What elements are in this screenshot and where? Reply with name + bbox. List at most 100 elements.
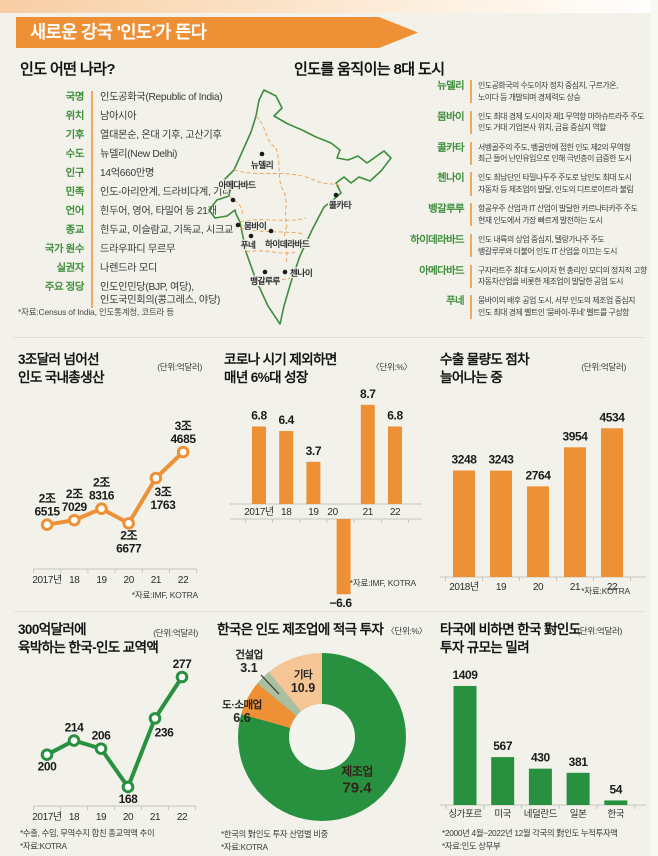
map-city-dot [262,269,268,275]
map-city-dot [259,151,265,157]
chart-source: *자료:KOTRA [221,842,268,852]
divider-rule-top [14,337,644,338]
donut-segment-label: 건설업 3.1 [235,649,263,675]
fact-row: 주요 정당 인도인민당(BJP, 여당), 인도국민회의(콩그레스, 야당) [18,278,292,310]
map-city-dot [282,269,288,275]
fact-value: 드라우파디 무르무 [100,244,176,255]
bar [279,431,294,504]
chart-unit-label: 〈단위:%〉 [386,626,427,636]
chart-unit-label: (단위:억달러) [581,362,626,372]
map-city-label: 푸네 [241,239,256,250]
fact-value: 나렌드라 모디 [100,263,157,274]
fact-row: 수도 뉴델리(New Delhi) [18,145,292,164]
data-point [40,748,54,761]
bar [453,685,477,805]
right-edge-strip [651,0,658,856]
chart-source: *자료:IMF, KOTRA [131,590,198,600]
donut-segment-value: 10.9 [290,680,316,695]
city-item: 뉴델리 인도공화국의 수도이자 정치 중심지, 구르가온, 노이다 등 개발되며 … [392,80,656,104]
data-point [67,734,81,747]
x-axis-label: 20 [124,575,135,586]
state-border [233,169,341,187]
data-point [148,712,162,725]
point-value-label: 1763 [150,498,176,512]
gdp-line-chart: 2017년 18 19 20 21 222조65152조70292조83162조66773… [32,419,198,586]
donut-segment-name: 도·소매업 [222,698,262,711]
chart-footnote: *2000년 4월~2022년 12월 각국의 對인도 누적투자액 [442,828,618,838]
data-point [122,516,135,530]
fact-row: 국명 인도공화국(Republic of India) [18,88,292,107]
city-name: 아메다바드 [419,265,464,277]
data-point [40,518,54,532]
point-value-label: 4685 [171,432,197,446]
chart-source: *자료:KOTRA [581,586,630,596]
fdi-bar-chart: 싱가포르 미국 네덜란드 일본 한국 1409 567 430 381 54 [440,668,646,820]
fact-label: 언어 [65,206,85,217]
state-border [245,250,297,254]
bar-value-label: 6.4 [278,413,294,427]
x-axis-label: 20 [327,507,338,518]
country-facts-table: 국명 인도공화국(Republic of India) 위치 남아시아 기후 열대몬순, … [18,88,292,310]
x-axis-label: 네덜란드 [524,808,558,820]
fact-row: 인구 14억660만명 [18,164,292,183]
donut-segment-value: 3.1 [240,660,258,675]
data-point [95,502,108,515]
chart-title: 수출 물량도 점차 늘어나는 중 [440,352,530,385]
point-value-label: 2조 [39,492,56,506]
city-item: 뭄바이 인도 최대 경제 도시이자 제1 무역항 마하슈트라주 주도 인도 거대 … [392,110,656,134]
map-city-label: 첸나이 [290,267,312,278]
bar [490,470,512,577]
top-decorative-strip [0,0,658,13]
city-description: 뭄바이의 배후 공업 도시, 서부 인도의 제조업 중심지 인도 최대 경제 벨… [470,295,635,319]
fact-label: 국가 원수 [44,244,85,255]
bar-negative [336,519,351,595]
chart-title: 한국은 인도 제조업에 적극 투자 [217,622,384,637]
fact-value: 인도인민당(BJP, 여당), 인도국민회의(콩그레스, 야당) [100,282,221,306]
data-point [176,445,190,459]
chart-unit-label: (단위:억달러) [577,626,622,636]
fact-label: 실권자 [56,263,85,274]
point-value-label: 236 [155,725,175,739]
fact-value: 14억660만명 [100,168,155,179]
x-axis-label: 21 [363,507,374,518]
donut-segment-name: 제조업 [341,764,373,779]
fact-value: 남아시아 [100,111,137,122]
fact-value: 열대몬순, 온대 기후, 고산기후 [100,130,222,141]
x-axis-label: 일본 [570,809,587,820]
state-border [283,225,288,263]
bar [566,772,590,805]
x-axis-label: 19 [96,812,107,823]
bar-value-label: 1409 [452,668,478,682]
city-name: 뭄바이 [437,111,464,123]
bar-value-label: 8.7 [360,387,376,401]
bar-value-label: 3248 [451,452,477,466]
bar-value-label: 2764 [525,468,551,482]
bar [604,800,628,805]
donut-segment-label: 도·소매업 6.6 [222,699,262,725]
map-city-label: 뉴델리 [251,159,273,170]
x-axis-label: 21 [151,575,162,586]
fact-row: 위치 남아시아 [18,107,292,126]
india-outline [208,89,392,325]
donut-hole [289,704,355,770]
bar-value-label: 381 [569,755,589,769]
state-border [239,217,307,223]
city-description: 인도 최남단인 타밀나두주 주도로 남인도 최대 도시 자동차 등 제조업이 발… [470,172,634,196]
city-item: 하이데라바드 인도 내륙의 상업 중심지, 텔랑가나주 주도 뱅갈루루와 더불어 … [392,233,656,258]
chart-unit-label: (단위:억달러) [157,362,202,372]
bar-value-label: 6.8 [251,408,267,422]
x-axis-label: 미국 [494,809,511,820]
x-axis-label: 21 [570,582,581,593]
fact-row: 실권자 나렌드라 모디 [18,259,292,278]
map-city-label: 뱅갈루루 [250,275,280,286]
x-axis-label: 18 [69,812,80,823]
facts-divider-line [91,91,93,308]
bar [491,757,515,805]
map-city-dot [248,233,254,239]
trade-line-chart: 2017년 18 19 20 21 22 200 214 206 168 236 277 [32,657,196,823]
city-name: 푸네 [446,296,465,308]
fact-value: 인도-아리안계, 드라비다계, 기타 [100,187,232,198]
bar [527,486,549,577]
